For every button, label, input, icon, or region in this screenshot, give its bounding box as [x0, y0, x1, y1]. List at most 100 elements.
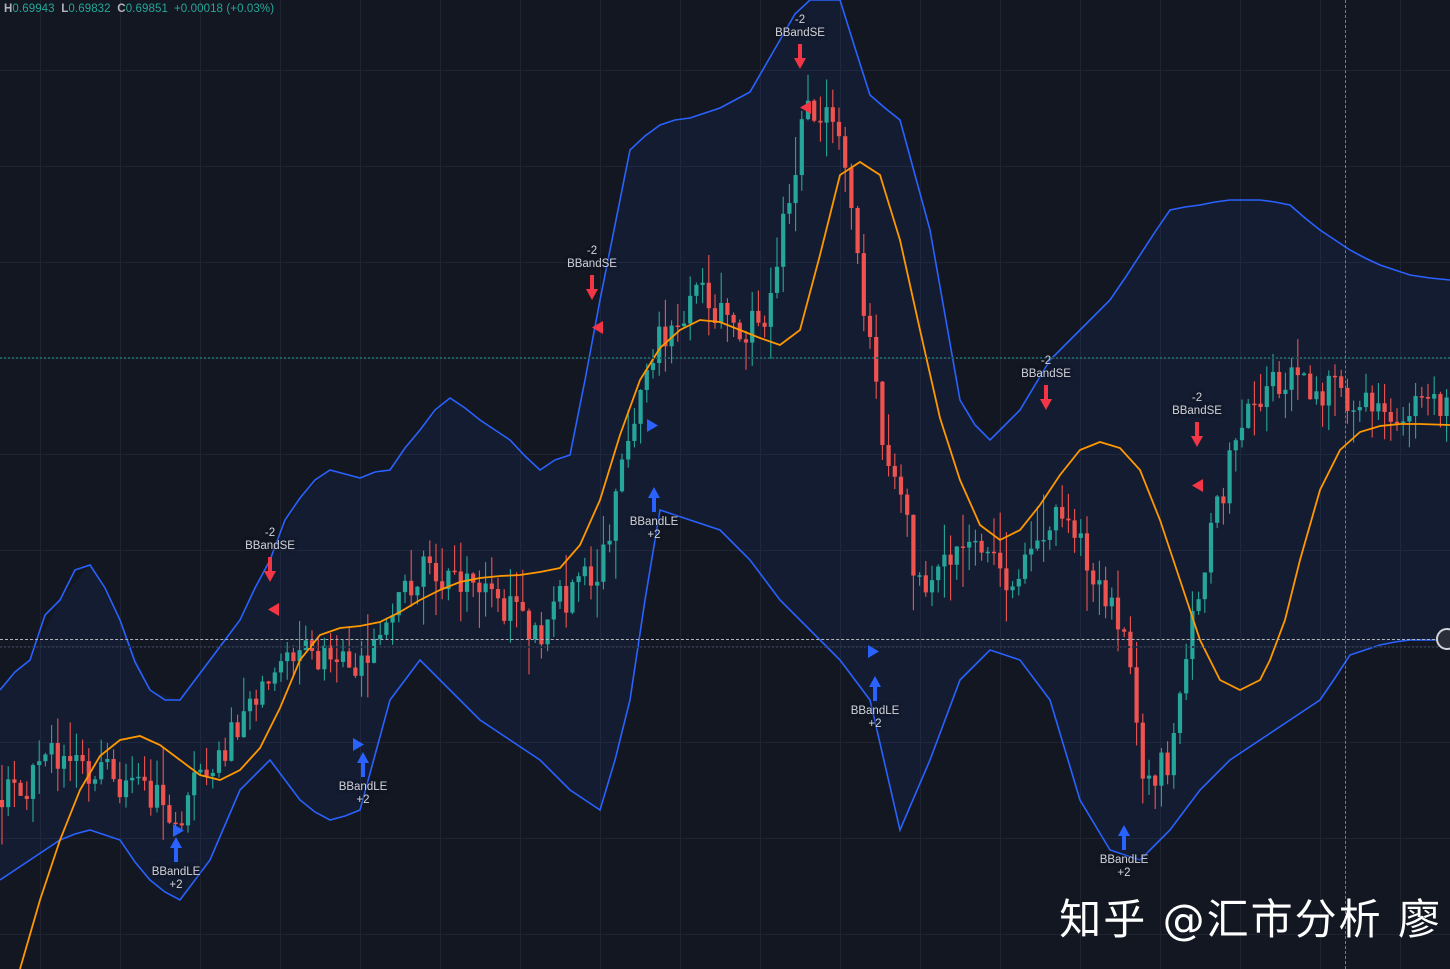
candle-body [917, 575, 922, 577]
signal-line-1: BBandLE [338, 781, 388, 793]
close-label: C [117, 3, 126, 15]
candle-body [1264, 386, 1269, 408]
candle-body [216, 750, 222, 773]
candle-body [340, 651, 346, 662]
candle-body [694, 284, 699, 296]
candle-body [1041, 539, 1046, 542]
candle-body [86, 761, 91, 784]
candle-body [322, 645, 327, 670]
signal-line-1: BBandLE [850, 705, 900, 717]
candle-body [37, 761, 42, 766]
candle-body [1140, 722, 1145, 779]
candle-body [719, 302, 724, 324]
candle-body [1308, 373, 1313, 400]
candle-body [514, 596, 519, 602]
signal-label-bbandse-2: -2 BBandSE [567, 245, 617, 271]
sell-arrow-icon-bbandse-3[interactable] [1039, 385, 1053, 416]
buy-arrow-icon-bbandle-4[interactable] [169, 836, 183, 867]
candle-body [836, 121, 842, 137]
candle-body [923, 575, 928, 593]
low-label: L [61, 3, 69, 15]
candle-body [1351, 410, 1356, 412]
candle-body [948, 554, 953, 565]
candle-body [204, 769, 209, 776]
candle-body [235, 722, 240, 738]
candle-body [1084, 533, 1090, 571]
candle-body [929, 580, 935, 593]
candle-body [1060, 507, 1065, 519]
candle-body [1122, 629, 1127, 632]
candle-body [229, 722, 234, 761]
candle-body [1109, 597, 1114, 607]
candle-body [657, 326, 662, 364]
sell-arrow-icon-bbandse-4[interactable] [1190, 422, 1204, 453]
candle-body [105, 758, 110, 763]
candle-body [545, 619, 550, 645]
candle-body [409, 580, 414, 596]
candle-body [595, 581, 600, 586]
signal-line-1: -2 [264, 527, 276, 539]
candle-body [415, 586, 420, 596]
candle-body [626, 440, 631, 460]
candle-body [148, 780, 153, 808]
candle-body [12, 779, 17, 783]
candle-body [867, 315, 873, 337]
candle-body [179, 823, 184, 826]
candle-body [1363, 392, 1369, 408]
moving-average-line [19, 160, 1450, 969]
candle-body [1115, 597, 1121, 630]
signal-label-bbandle-1: BBandLE +2 [630, 516, 679, 542]
candle-body [285, 652, 290, 662]
candle-body [502, 598, 507, 621]
candle-body [1227, 450, 1232, 504]
signal-line-1: BBandLE [629, 516, 679, 528]
signal-line-2: +2 [1117, 867, 1131, 879]
signal-line-2: +2 [868, 718, 882, 730]
sell-arrow-icon-bbandse-5[interactable] [263, 557, 277, 588]
candle-body [452, 570, 457, 573]
candle-body [18, 782, 23, 796]
candle-body [1022, 554, 1028, 579]
candle-body [49, 743, 54, 755]
high-value: 0.69943 [12, 3, 55, 15]
buy-arrow-icon-bbandle-5[interactable] [1117, 824, 1131, 855]
candle-body [1252, 403, 1257, 406]
candle-body [1072, 520, 1077, 538]
candle-body [1004, 568, 1009, 591]
buy-arrow-icon-bbandle-3[interactable] [356, 751, 370, 782]
signal-line-2: BBandSE [775, 27, 825, 39]
candle-body [1128, 631, 1133, 668]
candle-body [1029, 548, 1034, 555]
signal-line-1: -2 [586, 245, 598, 257]
candle-body [6, 779, 11, 808]
buy-arrow-icon-bbandle-2[interactable] [868, 675, 882, 706]
candle-body [967, 541, 972, 548]
sell-arrow-icon-bbandse-2[interactable] [585, 275, 599, 306]
candle-body [756, 310, 761, 323]
candle-body [911, 514, 916, 576]
candle-body [1326, 375, 1331, 406]
candle-body [557, 586, 563, 602]
candle-body [1419, 396, 1424, 398]
candle-body [874, 336, 879, 382]
candle-body [495, 589, 501, 599]
candle-body [886, 445, 891, 466]
candle-body [508, 596, 513, 621]
candle-body [650, 363, 656, 370]
buy-arrow-icon-bbandle-1[interactable] [647, 486, 661, 517]
signal-line-2: BBandSE [245, 540, 295, 552]
signal-label-bbandle-3: BBandLE +2 [339, 781, 388, 807]
candle-body [1258, 403, 1263, 408]
candle-body [1376, 403, 1381, 412]
candle-body [297, 650, 302, 662]
candle-body [390, 615, 395, 623]
candle-body [1246, 403, 1251, 428]
price-level-handle[interactable] [1436, 628, 1450, 650]
sell-arrow-icon-bbandse-1[interactable] [793, 44, 807, 75]
candle-body [570, 582, 575, 613]
price-level-dotted [0, 357, 1450, 359]
candle-body [1388, 412, 1393, 422]
candlesticks [0, 74, 1449, 845]
candle-body [241, 711, 246, 738]
